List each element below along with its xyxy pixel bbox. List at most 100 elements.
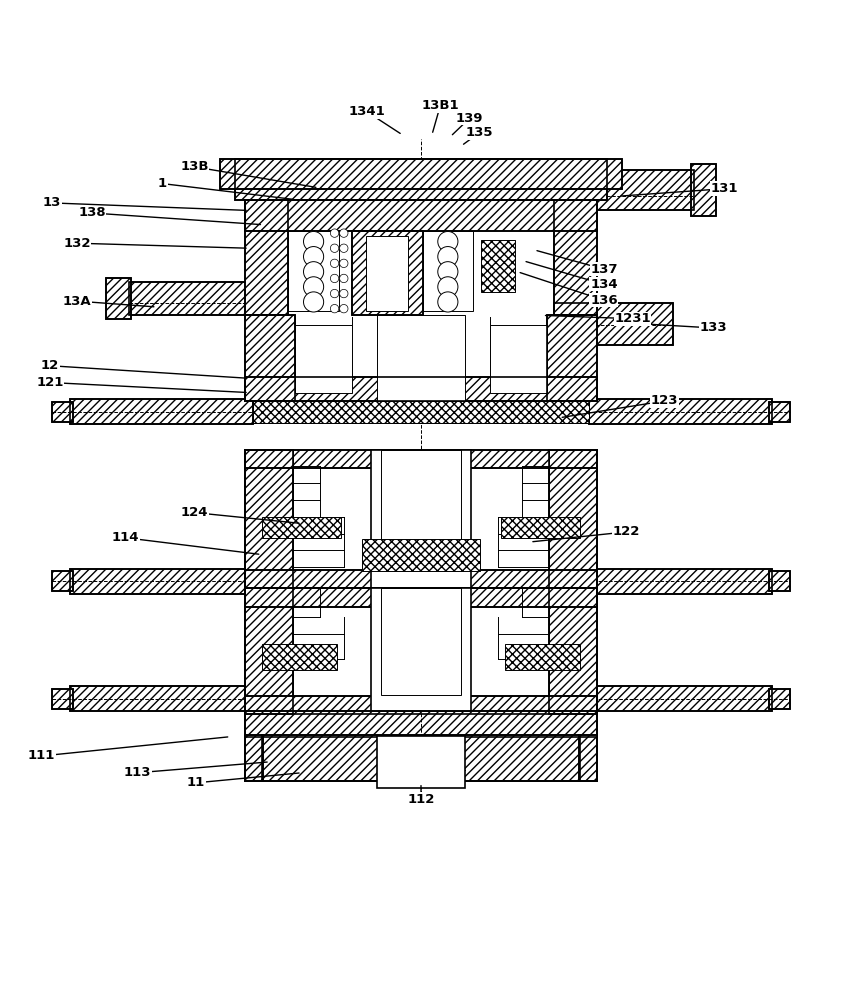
Bar xyxy=(553,303,673,345)
Bar xyxy=(245,315,295,401)
Bar xyxy=(547,315,597,401)
Circle shape xyxy=(339,229,348,237)
Bar xyxy=(589,399,772,424)
Text: 12: 12 xyxy=(41,359,59,372)
Text: 1341: 1341 xyxy=(348,105,385,118)
Bar xyxy=(691,164,717,216)
Bar xyxy=(129,282,253,315)
Bar xyxy=(548,588,597,714)
Bar xyxy=(377,315,465,401)
Text: 122: 122 xyxy=(613,525,640,538)
Bar xyxy=(70,569,253,594)
Bar xyxy=(423,231,473,311)
Text: 1231: 1231 xyxy=(614,312,651,325)
Bar xyxy=(578,735,597,781)
Text: 121: 121 xyxy=(36,376,64,389)
Bar xyxy=(553,200,597,315)
Circle shape xyxy=(438,231,458,252)
Bar xyxy=(548,588,597,714)
Bar xyxy=(129,282,253,315)
Circle shape xyxy=(303,262,323,282)
Circle shape xyxy=(339,274,348,283)
Bar xyxy=(547,315,597,401)
Bar xyxy=(245,588,294,714)
Bar xyxy=(770,571,791,591)
Bar xyxy=(553,303,673,345)
Bar xyxy=(245,450,294,588)
Text: 131: 131 xyxy=(711,182,738,195)
Bar xyxy=(245,450,294,588)
Bar xyxy=(770,689,791,709)
Bar xyxy=(51,571,72,591)
Circle shape xyxy=(438,262,458,282)
Bar xyxy=(482,240,515,292)
Bar xyxy=(366,236,408,311)
Bar xyxy=(381,588,461,695)
Circle shape xyxy=(339,259,348,268)
Text: 124: 124 xyxy=(181,506,208,519)
Bar xyxy=(245,570,597,588)
Text: 123: 123 xyxy=(651,394,678,407)
Bar xyxy=(289,231,338,311)
Text: 114: 114 xyxy=(112,531,139,544)
Bar xyxy=(490,325,547,393)
Text: 1: 1 xyxy=(158,177,167,190)
Text: 139: 139 xyxy=(456,112,483,125)
Bar xyxy=(589,399,772,424)
Bar xyxy=(245,735,264,781)
Circle shape xyxy=(438,247,458,267)
Bar xyxy=(381,450,461,571)
Bar xyxy=(262,735,580,781)
Bar xyxy=(548,450,597,588)
Bar xyxy=(235,159,607,200)
Bar xyxy=(578,735,597,781)
Bar xyxy=(245,588,294,714)
Bar xyxy=(106,278,131,319)
Circle shape xyxy=(339,304,348,313)
Text: 136: 136 xyxy=(590,294,618,307)
Bar xyxy=(589,686,772,711)
Bar xyxy=(235,159,607,200)
Circle shape xyxy=(330,289,338,298)
Text: 132: 132 xyxy=(63,237,91,250)
Bar xyxy=(51,402,72,422)
Text: 137: 137 xyxy=(590,263,618,276)
Bar xyxy=(553,200,597,315)
Bar xyxy=(245,588,597,607)
Circle shape xyxy=(438,292,458,312)
Bar xyxy=(352,231,423,315)
Text: 135: 135 xyxy=(466,126,493,139)
Bar xyxy=(548,450,597,588)
Text: 13: 13 xyxy=(43,196,61,209)
Bar xyxy=(245,696,597,714)
Bar xyxy=(245,711,597,737)
Bar xyxy=(245,711,597,737)
Bar xyxy=(70,569,253,594)
Text: 138: 138 xyxy=(78,206,106,219)
Bar xyxy=(691,164,717,216)
Bar xyxy=(262,644,337,670)
Bar xyxy=(488,170,694,210)
Text: 133: 133 xyxy=(699,321,727,334)
Circle shape xyxy=(339,289,348,298)
Bar xyxy=(262,517,341,538)
Bar xyxy=(245,588,597,607)
Circle shape xyxy=(438,277,458,297)
Text: 111: 111 xyxy=(28,749,56,762)
Bar xyxy=(770,402,791,422)
Bar xyxy=(245,377,597,401)
Bar xyxy=(370,588,472,711)
Bar xyxy=(51,571,72,591)
Text: 113: 113 xyxy=(124,766,151,779)
Circle shape xyxy=(330,304,338,313)
Text: 11: 11 xyxy=(187,776,205,789)
Bar xyxy=(220,159,622,189)
Bar xyxy=(770,402,791,422)
Bar xyxy=(245,200,597,231)
Bar xyxy=(245,450,597,468)
Bar xyxy=(70,686,253,711)
Bar xyxy=(245,735,264,781)
Circle shape xyxy=(339,244,348,252)
Bar xyxy=(245,200,289,315)
Bar xyxy=(253,401,589,423)
